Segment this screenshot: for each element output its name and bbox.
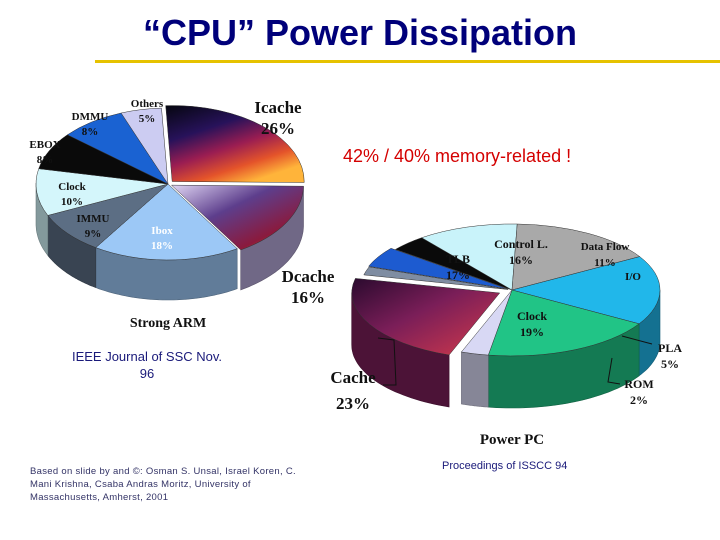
strong-arm-pie	[35, 105, 305, 301]
power-pc-label-tlb: TLB	[446, 252, 470, 266]
source-left-line-1: IEEE Journal of SSC Nov.	[71, 349, 223, 364]
power-pc-label-rom: ROM	[624, 377, 653, 391]
power-pc-value-cache: 23%	[336, 394, 370, 413]
source-left-line-2: 96	[139, 366, 155, 381]
power-pc-chart-title: Power PC	[480, 432, 544, 448]
strong-arm-value-clock: 10%	[61, 196, 83, 208]
power-pc-slice-data-flow	[421, 223, 518, 291]
power-pc-slice-side-other	[461, 351, 489, 408]
power-pc-label-i-o: I/O	[625, 271, 641, 283]
title-underline	[95, 60, 720, 63]
strong-arm-label-dmmu: DMMU	[72, 111, 109, 123]
power-pc-value-pla: 5%	[661, 357, 679, 371]
strong-arm-value-icache: 26%	[261, 119, 295, 138]
power-pc-slice-pla	[368, 248, 508, 290]
slide-title: “CPU” Power Dissipation	[142, 12, 578, 53]
credit-line-2: Mani Krishna, Csaba Andras Moritz, Unive…	[30, 479, 251, 490]
power-pc-value-control-l: 16%	[509, 253, 533, 267]
strong-arm-labels: Icache 26% Dcache 16% Ibox 18% IMMU 9% Clock 10% E…	[29, 98, 334, 307]
power-pc-slice-clock	[487, 289, 640, 357]
strong-arm-slice-ibox	[95, 183, 238, 261]
strong-arm-value-dmmu: 8%	[82, 126, 99, 138]
strong-arm-value-ebox: 8%	[37, 154, 54, 166]
power-pc-labels: Cache 23% ROM 2% PLA 5% I/O Data Flow 11% Control…	[330, 237, 682, 413]
credit-line-1: Based on slide by and ©: Osman S. Unsal,…	[30, 466, 296, 477]
power-pc-slice-tlb	[511, 256, 661, 325]
strong-arm-slice-icache	[165, 105, 305, 183]
strong-arm-label-clock: Clock	[58, 181, 86, 193]
power-pc-slice-control-l	[511, 223, 641, 291]
power-pc-pie	[351, 223, 661, 409]
strong-arm-label-dcache: Dcache	[282, 267, 335, 286]
strong-arm-value-others: 5%	[139, 113, 156, 125]
power-pc-label-pla: PLA	[658, 341, 682, 355]
credit-note: Based on slide by and ©: Osman S. Unsal,…	[30, 465, 310, 504]
strong-arm-value-immu: 9%	[85, 228, 102, 240]
strong-arm-chart-title: Strong ARM	[130, 316, 206, 331]
strong-arm-label-ebox: EBOX	[29, 139, 60, 151]
power-pc-pla-leader-line	[621, 335, 653, 345]
strong-arm-label-ibox: Ibox	[151, 225, 173, 237]
power-pc-slice-rom	[363, 266, 509, 290]
memory-related-callout: 42% / 40% memory-related !	[343, 146, 572, 166]
power-pc-label-data-flow: Data Flow	[581, 241, 630, 253]
power-pc-value-tlb: 17%	[446, 268, 470, 282]
power-pc-label-cache: Cache	[330, 368, 376, 387]
source-left: IEEE Journal of SSC Nov. 96	[56, 348, 238, 382]
power-pc-slice-cache	[351, 278, 501, 356]
power-pc-label-control-l: Control L.	[494, 237, 548, 251]
strong-arm-slice-clock	[35, 168, 169, 216]
power-pc-rom-leader-line	[607, 357, 621, 385]
strong-arm-label-immu: IMMU	[77, 213, 110, 225]
strong-arm-value-dcache: 16%	[291, 288, 325, 307]
strong-arm-value-ibox: 18%	[151, 240, 173, 252]
power-pc-cache-leader-line	[377, 337, 397, 386]
power-pc-label-clock: Clock	[517, 309, 547, 323]
power-pc-slice-other	[460, 289, 513, 356]
strong-arm-slice-others	[120, 107, 169, 185]
strong-arm-label-others: Others	[131, 98, 164, 110]
source-right: Proceedings of ISSCC 94	[442, 460, 568, 472]
credit-line-3: Massachusetts, Amherst, 2001	[30, 492, 169, 503]
strong-arm-label-icache: Icache	[254, 98, 302, 117]
power-pc-value-rom: 2%	[630, 393, 648, 407]
power-pc-value-clock: 19%	[520, 325, 544, 339]
power-pc-value-data-flow: 11%	[594, 257, 615, 269]
strong-arm-slice-dcache	[170, 184, 304, 251]
